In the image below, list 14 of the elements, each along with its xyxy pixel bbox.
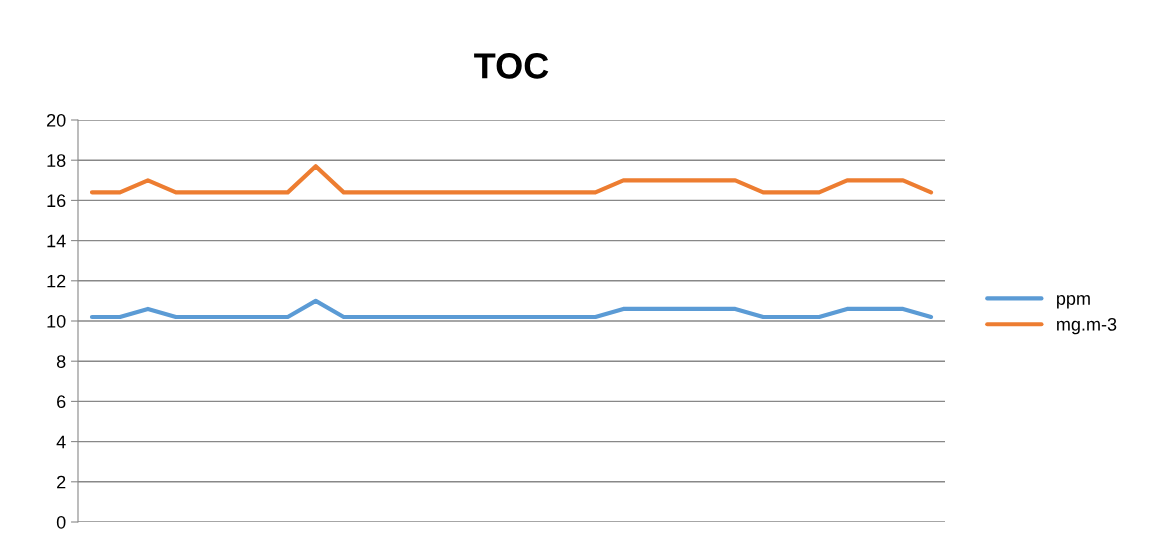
y-tick-label: 10 [47, 314, 66, 328]
legend-label: mg.m-3 [1057, 317, 1117, 335]
y-tick-label: 8 [56, 355, 66, 368]
y-tick-label: 20 [47, 113, 66, 127]
chart-title: TOC [474, 53, 549, 79]
y-tick-label: 16 [47, 194, 66, 208]
y-tick-label: 2 [57, 475, 66, 489]
y-tick-label: 4 [56, 435, 66, 449]
legend-label: ppm [1057, 294, 1090, 309]
y-tick-label: 6 [57, 395, 66, 409]
y-tick-label: 0 [56, 515, 66, 529]
y-tick-label: 18 [47, 154, 66, 167]
y-tick-label: 14 [47, 234, 66, 248]
y-tick-label: 12 [47, 274, 66, 288]
